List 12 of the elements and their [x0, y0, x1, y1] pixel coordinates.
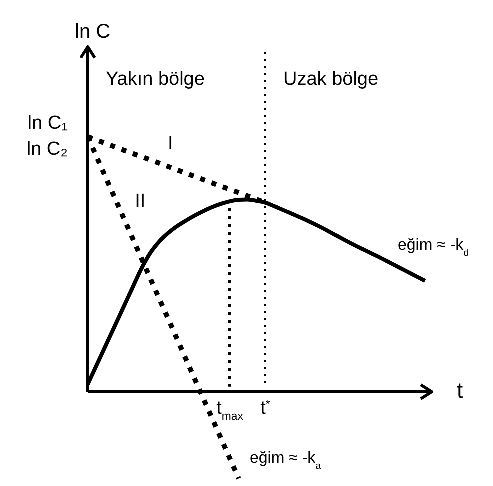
annotation: eğim ≈ -k$_{a}$ — [250, 450, 322, 472]
text: ln C₁ — [28, 113, 68, 134]
x-tick-label: t$^{*}$ — [260, 398, 271, 419]
x-tick-label: t$_{max}$ — [216, 398, 244, 423]
series-label: II — [135, 190, 146, 212]
series-label: I — [168, 134, 174, 155]
annotation: eğim ≈ -k$_{d}$ — [398, 237, 470, 258]
text: Yakın bölge — [106, 69, 205, 90]
text: ln C₂ — [26, 139, 68, 160]
x-axis-title: t — [457, 378, 464, 403]
y-axis-title: ln C — [75, 21, 111, 43]
text: Uzak bölge — [284, 69, 379, 90]
